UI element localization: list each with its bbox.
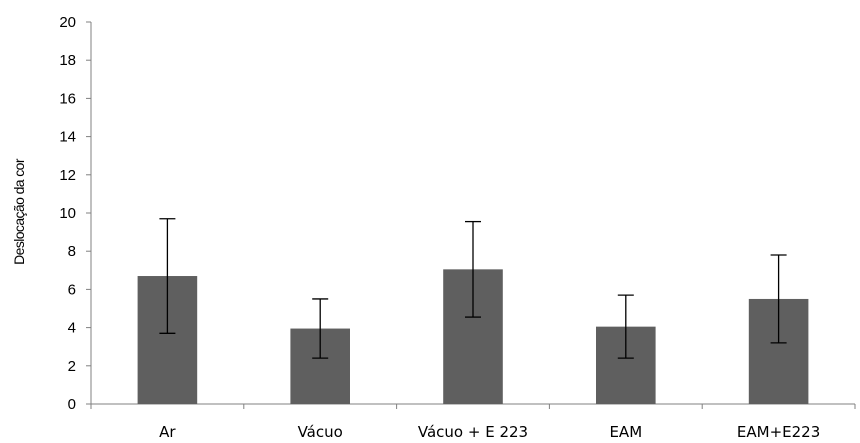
y-tick-label: 4 [68,320,76,337]
y-ticks: 0 2 4 6 8 10 12 14 16 18 20 [59,14,91,413]
x-tick-label: EAM+E223 [737,423,820,441]
x-tick-label: Ar [159,423,176,441]
y-tick-label: 12 [59,167,76,184]
y-tick-label: 10 [59,205,76,222]
y-tick-label: 6 [68,281,76,298]
x-tick-label: Vácuo + E 223 [418,423,528,441]
x-tick-label: EAM [609,423,642,441]
x-tick-label: Vácuo [298,423,343,441]
y-tick-label: 8 [68,243,76,260]
y-tick-label: 14 [59,129,76,146]
y-tick-label: 16 [59,90,76,107]
y-tick-label: 20 [59,14,76,31]
y-tick-label: 0 [68,396,76,413]
y-tick-label: 18 [59,52,76,69]
y-axis-label: Deslocação da cor [11,158,27,265]
y-tick-label: 2 [68,358,76,375]
error-bars [159,218,787,359]
x-tick-labels: Ar Vácuo Vácuo + E 223 EAM EAM+E223 [159,423,820,441]
